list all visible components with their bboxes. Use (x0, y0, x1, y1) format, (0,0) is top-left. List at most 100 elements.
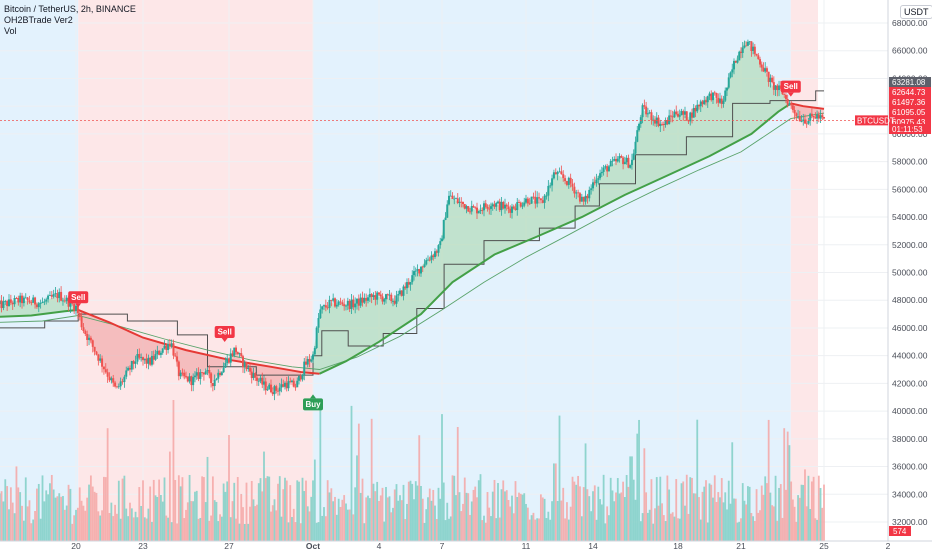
volume-bar (608, 515, 610, 541)
volume-bar (505, 490, 508, 541)
volume-bar (580, 516, 583, 541)
volume-bar (4, 479, 7, 541)
volume-bar (657, 505, 660, 541)
time-tick-label: Oct (306, 541, 320, 550)
time-tick-label: 18 (673, 541, 683, 550)
volume-bar (541, 497, 544, 541)
time-tick-label: 11 (522, 541, 531, 550)
candle-body (588, 189, 591, 199)
candle-body (41, 301, 44, 303)
candle-body (134, 361, 137, 364)
candle-body (755, 53, 758, 56)
volume-bar (78, 487, 81, 541)
candle-body (233, 347, 236, 356)
volume-bar (47, 494, 49, 541)
candle-body (694, 107, 697, 112)
volume-bar (449, 516, 452, 541)
volume-bar (545, 518, 548, 541)
candle-body (470, 206, 473, 212)
volume-bar (312, 480, 314, 541)
volume-bar (257, 483, 260, 541)
volume-bar (228, 435, 230, 541)
volume-bar (233, 482, 236, 541)
candle-body (745, 45, 748, 47)
candle-body (803, 119, 806, 124)
currency-badge[interactable]: USDT (900, 5, 932, 19)
volume-bar (127, 516, 130, 541)
candle-body (757, 55, 760, 60)
candle-body (374, 295, 377, 300)
candle-body (335, 304, 338, 307)
candle-body (790, 103, 793, 106)
candle-body (577, 192, 580, 194)
price-tags: 63281.0862644.7361497.3661095.0560975.43… (855, 77, 931, 536)
volume-bar (348, 509, 351, 541)
candle-body (460, 201, 463, 203)
candle-body (91, 340, 94, 347)
candle-body (321, 306, 324, 310)
volume-bar (623, 497, 626, 541)
volume-bar (19, 492, 22, 541)
volume-bar (560, 500, 563, 541)
candle-body (63, 300, 66, 302)
candle-body (385, 294, 387, 300)
volume-bar (767, 419, 770, 541)
volume-bar (101, 510, 103, 541)
volume-bar (778, 487, 780, 541)
candle-body (110, 378, 113, 381)
candle-body (689, 112, 692, 122)
indicator-title[interactable]: OH2BTrade Ver2 (4, 15, 73, 25)
candle-body (641, 105, 644, 118)
volume-title[interactable]: Vol (4, 26, 17, 36)
volume-bar (39, 518, 42, 541)
volume-bar (418, 435, 421, 541)
volume-bar (63, 509, 66, 541)
volume-bar (650, 479, 653, 541)
price-tag-bg (889, 97, 931, 107)
candle-body (448, 195, 450, 205)
candle-body (738, 51, 741, 61)
volume-bar (769, 492, 772, 541)
candle-body (37, 303, 40, 308)
candle-body (202, 372, 205, 375)
volume-bar (729, 503, 732, 541)
price-tick-label: 32000.00 (892, 517, 928, 527)
volume-bar (6, 486, 9, 541)
candle-body (481, 210, 484, 211)
candle-body (334, 298, 336, 307)
price-tick-label: 58000.00 (892, 157, 928, 167)
volume-bar (525, 503, 527, 541)
volume-bar (104, 477, 107, 541)
candle-body (434, 251, 436, 257)
candle-body (399, 290, 401, 295)
volume-bar (50, 474, 53, 541)
price-tick-label: 48000.00 (892, 295, 928, 305)
volume-bar (91, 486, 94, 541)
volume-bar (143, 517, 146, 541)
candle-body (743, 45, 746, 48)
volume-bar (577, 475, 580, 541)
candle-body (345, 305, 347, 307)
candle-body (573, 186, 576, 194)
volume-bar (666, 475, 669, 541)
candle-body (328, 299, 331, 308)
candle-body (341, 302, 344, 305)
volume-bar (590, 511, 593, 541)
candle-body (383, 299, 386, 302)
symbol-title[interactable]: Bitcoin / TetherUS, 2h, BINANCE (4, 4, 136, 14)
signal-sell: Sell (780, 80, 801, 97)
candle-body (669, 115, 672, 117)
volume-bar (220, 516, 223, 541)
candle-body (765, 68, 768, 72)
candle-body (257, 380, 260, 382)
volume-bar (132, 517, 135, 541)
volume-bar (88, 484, 90, 541)
volume-bar (458, 492, 461, 541)
volume-bar (361, 478, 364, 541)
time-axis[interactable]: 20 23 27 Oct 4 7 11 14 18 21 25 2 (0, 540, 932, 550)
volume-bar (731, 442, 734, 541)
volume-bar (76, 507, 79, 541)
candle-body (82, 327, 85, 332)
candle-body (691, 112, 693, 118)
